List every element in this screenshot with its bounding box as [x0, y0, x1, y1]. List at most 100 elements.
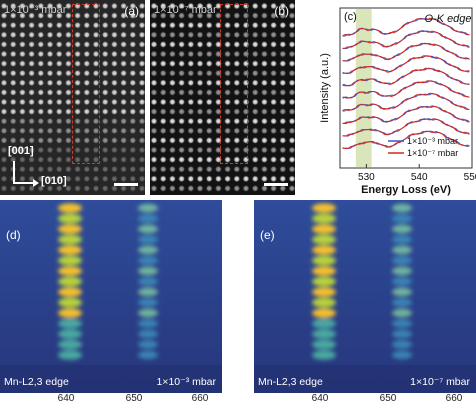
l3-edge-intensity	[312, 308, 336, 318]
atom-column	[92, 136, 100, 144]
atom-column	[224, 136, 232, 144]
atom-column	[110, 40, 118, 49]
atom-column	[279, 165, 287, 173]
tick-label: 660	[445, 393, 463, 404]
l3-edge-intensity	[312, 297, 336, 308]
atom-column	[224, 98, 232, 106]
atom-column	[83, 31, 91, 39]
atom-column	[288, 21, 295, 29]
atom-column	[288, 165, 295, 173]
atom-column	[279, 21, 287, 29]
l3-edge-intensity	[312, 276, 336, 287]
panel-e-letter: (e)	[260, 228, 275, 242]
atom-column	[150, 2, 158, 10]
atom-column	[129, 40, 137, 49]
atom-column	[74, 12, 82, 20]
arrow-head-icon	[33, 179, 39, 187]
atom-column	[196, 60, 204, 68]
atom-column	[288, 146, 295, 154]
atom-column	[196, 21, 204, 29]
atom-column	[279, 127, 287, 135]
atom-column	[187, 40, 195, 49]
atom-column	[138, 40, 145, 48]
atom-column	[0, 146, 8, 154]
atom-column	[9, 117, 17, 125]
atom-column	[233, 69, 241, 77]
l2-edge-intensity	[392, 235, 412, 244]
atom-column	[18, 40, 26, 49]
atom-column	[37, 79, 45, 87]
spectrum-line	[342, 105, 470, 125]
atom-column	[224, 88, 232, 96]
panel-d-edge-label: Mn-L2,3 edge	[4, 376, 69, 388]
atom-column	[187, 127, 195, 135]
l3-edge-intensity	[312, 245, 336, 255]
atom-column	[9, 127, 17, 135]
atom-column	[64, 31, 72, 39]
atom-column	[279, 146, 287, 154]
atom-column	[178, 50, 186, 58]
l2-edge-intensity	[138, 340, 158, 349]
atom-column	[168, 88, 176, 96]
atom-column	[270, 98, 278, 106]
atom-column	[92, 127, 100, 135]
atom-column	[0, 2, 8, 10]
atom-column	[196, 88, 204, 96]
atom-column	[205, 156, 213, 164]
atom-column	[110, 98, 118, 106]
atom-column	[159, 98, 167, 106]
atom-column	[46, 50, 54, 58]
atom-column	[46, 69, 54, 77]
atom-column	[9, 50, 17, 58]
atom-column	[159, 136, 167, 144]
atom-column	[233, 31, 241, 39]
eels-background	[254, 200, 476, 393]
l3-edge-intensity	[58, 266, 82, 276]
panel-b-haadf-image: 1×10⁻⁷ mbar (b)	[150, 0, 295, 195]
atom-column	[168, 117, 176, 125]
atom-column	[120, 12, 128, 20]
l3-edge-intensity	[312, 287, 336, 297]
atom-column	[168, 2, 176, 10]
atom-column	[159, 21, 167, 29]
atom-column	[120, 2, 128, 10]
atom-column	[159, 12, 167, 20]
l2-edge-intensity	[392, 308, 412, 318]
axis-horizontal-arrow	[13, 182, 35, 184]
atom-column	[74, 50, 82, 58]
atom-column	[138, 175, 145, 183]
atom-column	[251, 127, 259, 135]
atom-column	[159, 31, 167, 39]
atom-column	[279, 108, 287, 116]
atom-column	[110, 21, 118, 29]
atom-column	[18, 98, 26, 106]
atom-column	[129, 21, 137, 29]
atom-column	[205, 175, 213, 183]
atom-column	[37, 50, 45, 58]
x-tick-label: 540	[411, 172, 428, 183]
atom-column	[205, 31, 213, 39]
atom-column	[0, 21, 8, 29]
atom-column	[28, 69, 36, 77]
atom-column	[178, 136, 186, 144]
atom-column	[150, 127, 158, 135]
atom-column	[92, 146, 100, 154]
atom-column	[64, 165, 72, 173]
atom-column	[0, 108, 8, 116]
atom-column	[0, 31, 8, 39]
atom-column	[233, 156, 241, 164]
atom-column	[224, 50, 232, 58]
atom-column	[270, 184, 278, 192]
atom-column	[55, 156, 63, 164]
atom-column	[242, 175, 250, 183]
atom-column	[74, 156, 82, 164]
atom-column	[9, 12, 17, 20]
panel-e-eels-intensity	[254, 200, 476, 393]
spectrum-line	[342, 42, 470, 62]
atom-column	[288, 127, 295, 135]
atom-column	[83, 146, 91, 154]
atom-column	[178, 69, 186, 77]
atom-column	[288, 175, 295, 183]
atom-column	[251, 31, 259, 39]
atom-column	[28, 31, 36, 39]
